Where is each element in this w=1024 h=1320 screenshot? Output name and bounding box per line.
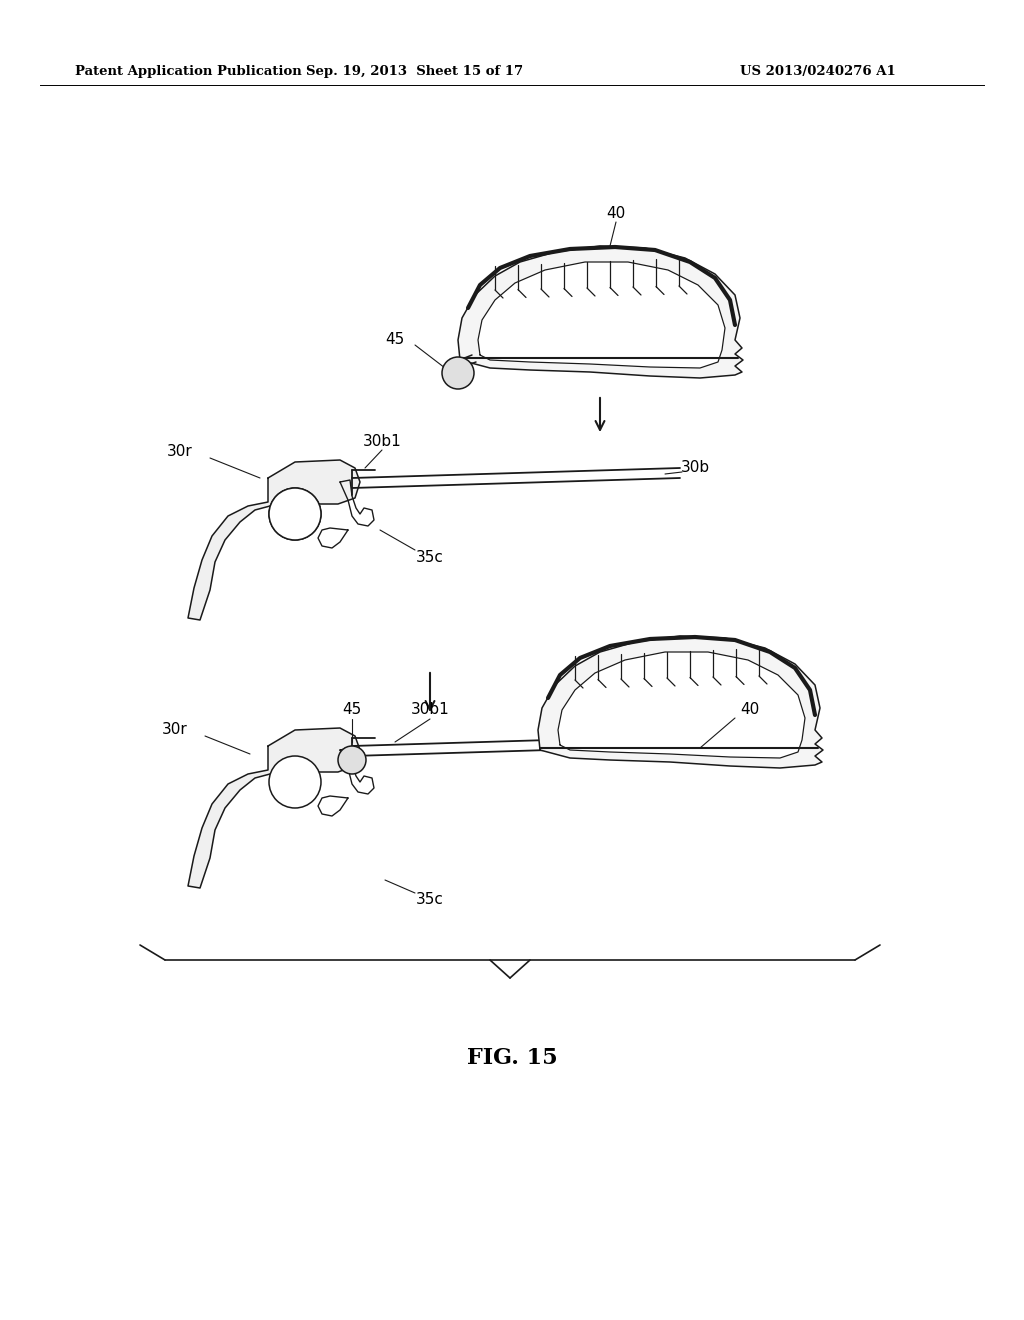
Circle shape — [442, 356, 474, 389]
Circle shape — [269, 756, 321, 808]
Text: Sep. 19, 2013  Sheet 15 of 17: Sep. 19, 2013 Sheet 15 of 17 — [306, 66, 523, 78]
Text: 30b1: 30b1 — [411, 702, 450, 718]
Text: 30r: 30r — [162, 722, 187, 738]
Circle shape — [269, 488, 321, 540]
Text: 30b1: 30b1 — [362, 434, 401, 450]
Polygon shape — [458, 246, 743, 378]
Polygon shape — [188, 729, 360, 888]
Circle shape — [269, 488, 321, 540]
Circle shape — [338, 746, 366, 774]
Text: FIG. 15: FIG. 15 — [467, 1047, 557, 1069]
Polygon shape — [478, 261, 725, 368]
Text: 40: 40 — [740, 702, 760, 718]
Polygon shape — [538, 636, 823, 768]
Text: US 2013/0240276 A1: US 2013/0240276 A1 — [740, 66, 896, 78]
Text: 35c: 35c — [416, 550, 444, 565]
Polygon shape — [188, 459, 360, 620]
Text: 45: 45 — [385, 333, 404, 347]
Text: Patent Application Publication: Patent Application Publication — [75, 66, 302, 78]
Text: 30b: 30b — [680, 461, 710, 475]
Text: 40: 40 — [606, 206, 626, 220]
Text: 45: 45 — [342, 702, 361, 718]
Text: 35c: 35c — [416, 892, 444, 908]
Text: 30r: 30r — [167, 445, 193, 459]
Polygon shape — [558, 652, 805, 758]
